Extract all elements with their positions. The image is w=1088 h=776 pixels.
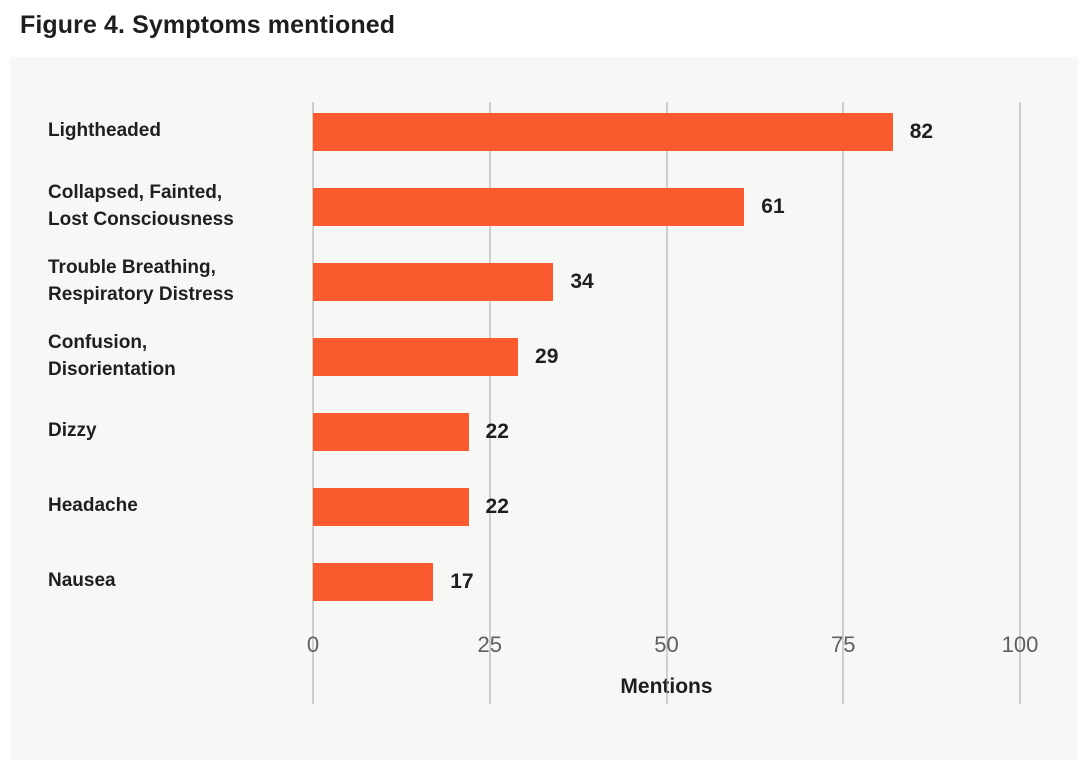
bar-value-label: 22 xyxy=(485,494,509,518)
bar-row: 22 xyxy=(313,469,1020,544)
x-tick-label: 75 xyxy=(831,632,856,657)
bar-value-label: 17 xyxy=(450,569,474,593)
bar xyxy=(313,112,893,151)
bar-chart: Lightheaded Collapsed, Fainted, Lost Con… xyxy=(48,94,1038,704)
bar xyxy=(313,487,469,526)
bar xyxy=(313,562,434,601)
bar-rows: 82 61 34 29 xyxy=(313,94,1020,619)
category-label: Nausea xyxy=(48,570,116,592)
category-label: Collapsed, Fainted, Lost Consciousness xyxy=(48,182,234,230)
bar-value-label: 34 xyxy=(570,269,594,293)
category-label: Trouble Breathing, Respiratory Distress xyxy=(48,257,234,305)
x-tick-label: 0 xyxy=(306,632,320,657)
bar xyxy=(313,412,469,451)
bar-value-label: 82 xyxy=(909,119,934,143)
x-axis: 0 25 50 75 100 xyxy=(307,628,1038,668)
bar-value-label: 29 xyxy=(535,344,559,368)
bar xyxy=(313,262,554,301)
figure-title: Figure 4. Symptoms mentioned xyxy=(20,11,396,39)
x-tick-label: 25 xyxy=(477,632,502,657)
chart-card: Lightheaded Collapsed, Fainted, Lost Con… xyxy=(10,57,1078,760)
bar-row: 61 xyxy=(313,169,1020,244)
category-label: Lightheaded xyxy=(48,120,161,142)
bar-row: 82 xyxy=(313,94,1020,169)
category-axis: Lightheaded Collapsed, Fainted, Lost Con… xyxy=(48,94,313,699)
bar-row: 34 xyxy=(313,244,1020,319)
bar-row: 17 xyxy=(313,544,1020,619)
category-label: Headache xyxy=(48,495,138,517)
bar xyxy=(313,187,745,226)
category-label: Dizzy xyxy=(48,420,97,442)
category-label: Confusion, Disorientation xyxy=(48,332,176,380)
bar-value-label: 22 xyxy=(485,419,509,443)
bar-row: 29 xyxy=(313,319,1020,394)
plot-area: 82 61 34 29 xyxy=(307,94,1038,704)
bar-value-label: 61 xyxy=(761,194,785,218)
bar-row: 22 xyxy=(313,394,1020,469)
bar xyxy=(313,337,519,376)
x-tick-label: 50 xyxy=(654,632,679,657)
x-axis-title: Mentions xyxy=(620,675,713,698)
x-tick-label: 100 xyxy=(1001,632,1039,657)
